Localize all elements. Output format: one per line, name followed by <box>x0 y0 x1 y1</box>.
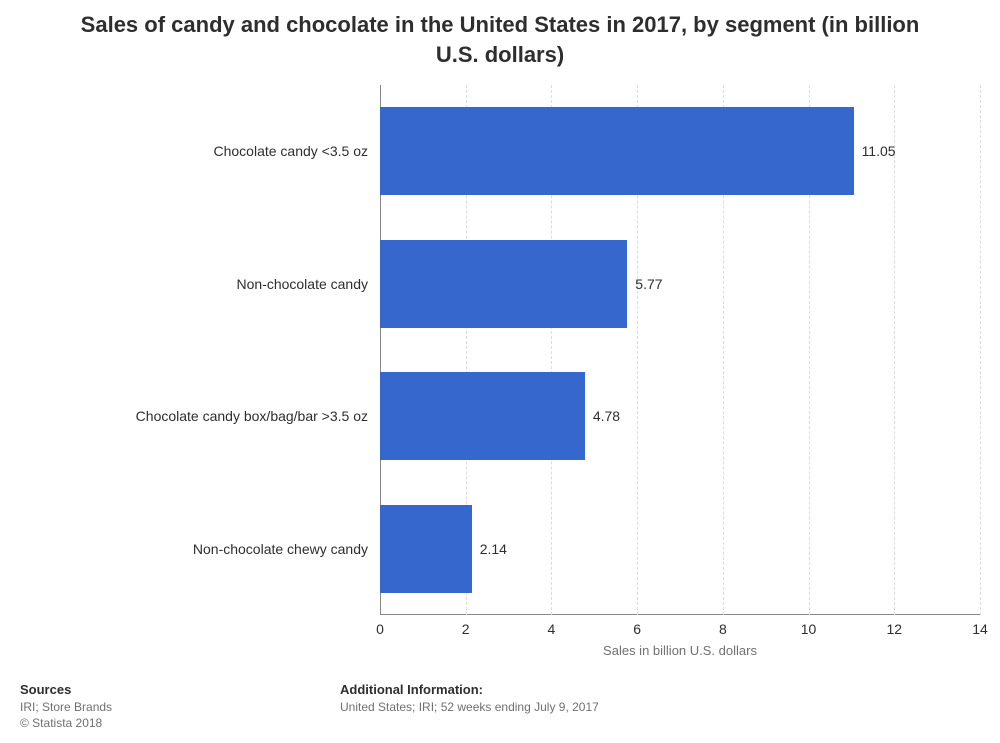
chart-footer: Sources IRI; Store Brands © Statista 201… <box>20 681 980 731</box>
info-heading: Additional Information: <box>340 681 599 699</box>
category-label: Chocolate candy <3.5 oz <box>28 143 368 159</box>
bar-row: 11.05 <box>380 107 854 195</box>
chart-title: Sales of candy and chocolate in the Unit… <box>0 0 1000 69</box>
bar: 4.78 <box>380 372 585 460</box>
sources-block: Sources IRI; Store Brands © Statista 201… <box>20 681 340 731</box>
x-tick-label: 12 <box>886 621 902 637</box>
x-tick-label: 10 <box>801 621 817 637</box>
bar: 5.77 <box>380 240 627 328</box>
x-tick-label: 8 <box>719 621 727 637</box>
sources-heading: Sources <box>20 681 340 699</box>
copyright-text: © Statista 2018 <box>20 715 340 731</box>
additional-info-block: Additional Information: United States; I… <box>340 681 599 731</box>
chart-container: Sales of candy and chocolate in the Unit… <box>0 0 1000 743</box>
chart-area: 11.055.774.782.14 Sales in billion U.S. … <box>20 85 980 645</box>
plot-area: 11.05 5.77 4.78 2.14 <box>380 85 980 615</box>
category-label: Non-chocolate candy <box>28 276 368 292</box>
x-axis-line <box>380 614 980 615</box>
bar-row: 5.77 <box>380 240 627 328</box>
x-tick-label: 4 <box>548 621 556 637</box>
bar-value-label: 11.05 <box>862 143 896 159</box>
category-label: Non-chocolate chewy candy <box>28 541 368 557</box>
x-tick-label: 14 <box>972 621 988 637</box>
sources-text: IRI; Store Brands <box>20 699 340 715</box>
bar-value-label: 4.78 <box>593 408 620 424</box>
bar-value-label: 5.77 <box>635 276 662 292</box>
x-tick-label: 2 <box>462 621 470 637</box>
category-label: Chocolate candy box/bag/bar >3.5 oz <box>28 408 368 424</box>
info-text: United States; IRI; 52 weeks ending July… <box>340 699 599 715</box>
bar-row: 4.78 <box>380 372 585 460</box>
x-tick-label: 6 <box>633 621 641 637</box>
bar-value-label: 2.14 <box>480 541 507 557</box>
grid-line <box>980 85 981 615</box>
grid-line <box>894 85 895 615</box>
x-tick-label: 0 <box>376 621 384 637</box>
x-axis-title: Sales in billion U.S. dollars <box>380 643 980 658</box>
bar: 11.05 <box>380 107 854 195</box>
bar-row: 2.14 <box>380 505 472 593</box>
bar: 2.14 <box>380 505 472 593</box>
